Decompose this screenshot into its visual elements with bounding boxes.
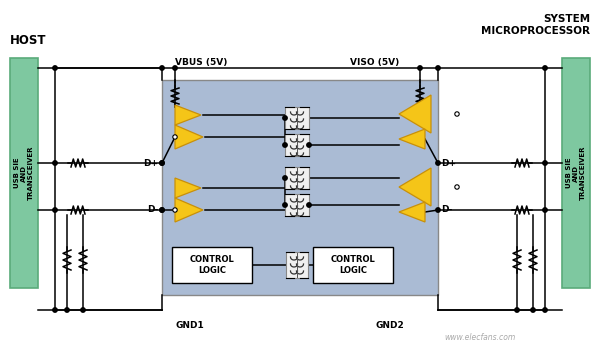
- Circle shape: [173, 208, 177, 212]
- Circle shape: [283, 176, 287, 180]
- Bar: [162, 80, 438, 295]
- Bar: [172, 247, 252, 283]
- Text: D+: D+: [143, 159, 158, 167]
- Circle shape: [543, 66, 547, 70]
- Circle shape: [160, 161, 164, 165]
- Bar: [10, 58, 38, 288]
- Circle shape: [160, 208, 164, 212]
- Text: CONTROL
LOGIC: CONTROL LOGIC: [331, 255, 376, 275]
- Circle shape: [307, 203, 311, 207]
- Text: GND1: GND1: [175, 320, 204, 330]
- Circle shape: [418, 66, 422, 70]
- Circle shape: [173, 66, 177, 70]
- Circle shape: [53, 208, 57, 212]
- Circle shape: [283, 143, 287, 147]
- Text: CONTROL
LOGIC: CONTROL LOGIC: [190, 255, 235, 275]
- Polygon shape: [399, 95, 431, 133]
- Circle shape: [436, 161, 440, 165]
- Text: D-: D-: [146, 205, 158, 214]
- Bar: [285, 167, 309, 189]
- Text: GND2: GND2: [375, 320, 404, 330]
- Polygon shape: [399, 129, 425, 149]
- Circle shape: [455, 112, 459, 116]
- Polygon shape: [399, 202, 425, 222]
- Polygon shape: [175, 125, 203, 149]
- Text: VBUS (5V): VBUS (5V): [175, 58, 227, 66]
- Circle shape: [160, 66, 164, 70]
- Text: USB SIE
AND
TRANSCEIVER: USB SIE AND TRANSCEIVER: [14, 146, 34, 200]
- Bar: [313, 247, 393, 283]
- Polygon shape: [175, 178, 201, 198]
- Bar: [285, 194, 309, 216]
- Text: USB SIE
AND
TRANSCEIVER: USB SIE AND TRANSCEIVER: [566, 146, 586, 200]
- Circle shape: [436, 208, 440, 212]
- Circle shape: [543, 208, 547, 212]
- Circle shape: [307, 143, 311, 147]
- Circle shape: [436, 66, 440, 70]
- Circle shape: [543, 308, 547, 312]
- Bar: [285, 107, 309, 129]
- Bar: [562, 58, 590, 288]
- Circle shape: [283, 116, 287, 120]
- Text: VISO (5V): VISO (5V): [350, 58, 399, 66]
- Circle shape: [543, 161, 547, 165]
- Text: D-: D-: [441, 205, 452, 214]
- Polygon shape: [175, 105, 201, 125]
- Circle shape: [81, 308, 85, 312]
- Bar: [285, 134, 309, 156]
- Text: www.elecfans.com: www.elecfans.com: [445, 333, 515, 343]
- Circle shape: [160, 208, 164, 212]
- Circle shape: [515, 308, 519, 312]
- Circle shape: [53, 66, 57, 70]
- Polygon shape: [399, 168, 431, 206]
- Circle shape: [455, 185, 459, 189]
- Circle shape: [65, 308, 69, 312]
- Circle shape: [283, 203, 287, 207]
- Circle shape: [531, 308, 535, 312]
- Text: SYSTEM
MICROPROCESSOR: SYSTEM MICROPROCESSOR: [481, 14, 590, 36]
- Circle shape: [173, 135, 177, 139]
- Polygon shape: [175, 198, 203, 222]
- Text: D+: D+: [441, 159, 456, 167]
- Circle shape: [53, 161, 57, 165]
- Circle shape: [53, 308, 57, 312]
- Circle shape: [160, 161, 164, 165]
- Bar: [286, 252, 308, 278]
- Text: HOST: HOST: [10, 33, 47, 46]
